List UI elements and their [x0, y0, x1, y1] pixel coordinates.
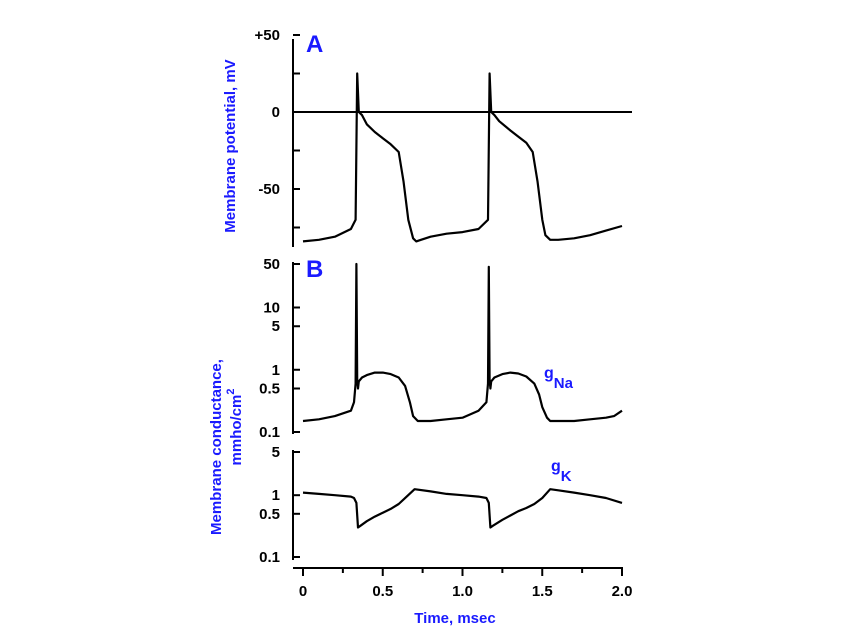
- gk-trace: [302, 488, 623, 529]
- panel-b-gk-y-tick-label: 0.5: [259, 506, 280, 523]
- y-axis-title-potential: Membrane potential, mV: [222, 59, 239, 232]
- panel-a-potential: +50 0 -50 A: [255, 27, 632, 247]
- x-tick-label: 0.5: [372, 583, 393, 600]
- panel-b-gna-y-tick-label: 1: [272, 362, 280, 379]
- gna-trace: [302, 262, 623, 423]
- panel-a-letter: A: [306, 31, 323, 58]
- membrane-potential-trace: [302, 72, 623, 243]
- y-axis-title-conductance-line1: Membrane conductance,: [208, 359, 225, 535]
- x-tick-label: 1.5: [532, 583, 553, 600]
- y-axis-title-conductance-line2: mmho/cm2: [225, 389, 245, 466]
- gk-label: gK: [551, 458, 572, 485]
- panel-b-gna-y-tick-label: 0.1: [259, 424, 280, 441]
- panel-b-letter: B: [306, 256, 323, 283]
- x-tick-label: 0: [299, 583, 307, 600]
- x-axis-ticks: 0 0.5 1.0 1.5 2.0: [299, 568, 633, 600]
- panel-a-y-tick-label: 0: [272, 104, 280, 121]
- panel-b-gna-y-tick-label: 0.5: [259, 380, 280, 397]
- panel-b-gk-y-tick-label: 1: [272, 487, 280, 504]
- panel-b-gk-y-tick-label: 0.1: [259, 549, 280, 566]
- panel-b-gna-y-tick-label: 5: [272, 318, 280, 335]
- x-tick-label: 1.0: [452, 583, 473, 600]
- x-axis: 0 0.5 1.0 1.5 2.0 Time, msec: [293, 567, 633, 627]
- panel-b-gna-y-tick-label: 50: [263, 256, 280, 273]
- x-axis-title: Time, msec: [414, 610, 495, 627]
- panel-b-gna-y-ticks: 0.1 0.51 510 50: [259, 256, 300, 441]
- gna-label: gNa: [544, 365, 574, 392]
- panel-a-y-tick-label: -50: [258, 181, 280, 198]
- panel-b-gna-y-tick-label: 10: [263, 300, 280, 317]
- panel-b-gna: 0.1 0.51 510 50 B gNa: [259, 256, 623, 441]
- panel-b-gk-y-tick-label: 5: [272, 444, 280, 461]
- panel-b-gk: 0.1 0.5 1 5 gK: [259, 444, 623, 566]
- panel-b-gk-y-ticks: 0.1 0.5 1 5: [259, 444, 300, 566]
- x-tick-label: 2.0: [612, 583, 633, 600]
- panel-a-y-tick-label: +50: [255, 27, 280, 44]
